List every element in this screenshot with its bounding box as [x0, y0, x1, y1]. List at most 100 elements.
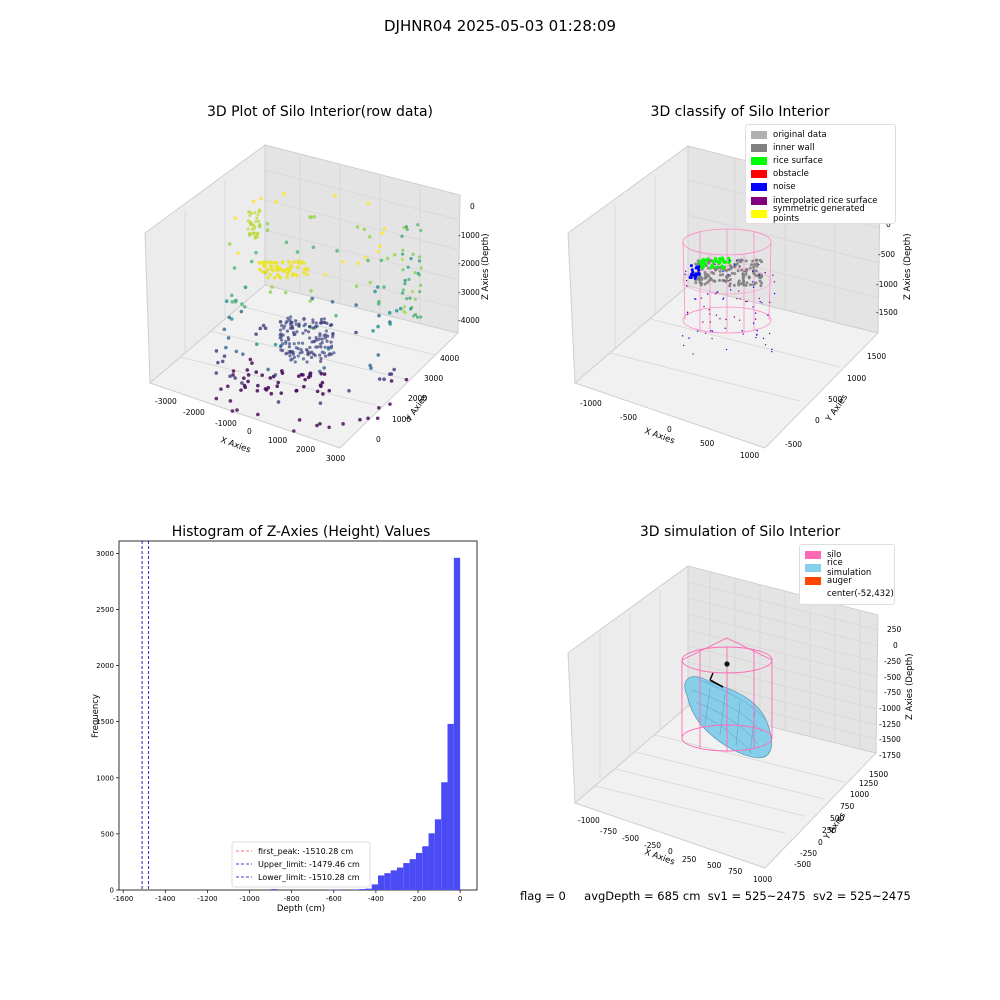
data-point: [248, 221, 252, 225]
data-point: [228, 374, 232, 379]
data-point: [323, 272, 327, 277]
data-point: [401, 248, 405, 252]
wall-point: [733, 272, 737, 276]
noise-point: [702, 321, 704, 323]
data-point: [404, 225, 409, 229]
data-point: [279, 348, 283, 352]
data-point: [230, 300, 235, 304]
wall-point: [754, 274, 758, 278]
data-point: [279, 344, 283, 349]
wall-point: [755, 262, 759, 266]
data-point: [286, 259, 291, 264]
data-point: [308, 371, 313, 375]
rice-point: [721, 266, 725, 270]
data-point: [240, 381, 244, 385]
data-point: [302, 324, 306, 328]
data-point: [265, 268, 270, 272]
noise-point: [746, 300, 748, 303]
data-point: [278, 328, 283, 332]
data-point: [284, 339, 288, 344]
sim-ztick: 0: [893, 641, 898, 650]
legend-label: original data: [773, 129, 827, 140]
data-point: [241, 352, 245, 356]
data-point: [400, 252, 405, 256]
data-point: [417, 259, 422, 263]
data-point: [401, 268, 405, 272]
noise-point: [700, 297, 703, 299]
data-point: [385, 256, 390, 261]
data-point: [314, 338, 319, 342]
sim-ytick: 1500: [869, 770, 888, 779]
noise-point: [771, 350, 773, 353]
data-point: [366, 416, 370, 421]
data-point: [231, 373, 235, 377]
data-point: [316, 345, 320, 349]
data-point: [284, 240, 289, 245]
data-point: [408, 307, 413, 311]
wall-point: [737, 279, 741, 283]
noise-point: [764, 344, 767, 346]
data-point: [388, 322, 392, 326]
data-point: [405, 227, 409, 232]
data-point: [418, 255, 422, 259]
data-point: [214, 349, 219, 353]
data-point: [376, 324, 380, 329]
histogram-bar: [453, 557, 461, 890]
data-point: [303, 377, 307, 382]
data-point: [355, 225, 360, 229]
data-point: [308, 324, 312, 329]
noise-point: [707, 293, 709, 295]
wall-point: [738, 265, 742, 269]
legend-item-silo: silo: [805, 548, 889, 561]
sim-ytick: 0: [818, 838, 823, 847]
data-point: [301, 357, 306, 361]
noise-point: [694, 266, 698, 270]
noise-point: [696, 330, 699, 332]
wall-point: [707, 279, 711, 283]
raw-3d-axes: -3000 -2000 -1000 0 1000 2000 3000 0 100…: [144, 144, 491, 463]
noise-point: [727, 280, 730, 282]
rice-point: [711, 259, 715, 264]
noise-point: [754, 312, 757, 314]
data-point: [263, 326, 268, 331]
data-point: [403, 282, 407, 286]
data-point: [214, 396, 219, 401]
data-point: [366, 201, 370, 206]
data-point: [304, 347, 309, 352]
data-point: [274, 267, 279, 272]
data-point: [320, 380, 325, 385]
data-point: [263, 387, 268, 391]
data-point: [280, 371, 285, 375]
raw-3d-panel: 3D Plot of Silo Interior(row data) -3000…: [140, 100, 500, 470]
data-point: [231, 369, 236, 373]
noise-point: [723, 279, 725, 281]
data-point: [302, 317, 306, 321]
data-point: [288, 326, 293, 330]
data-point: [255, 342, 259, 347]
rice-point: [715, 259, 719, 264]
raw-xtick: 2000: [296, 445, 315, 454]
data-point: [263, 264, 268, 268]
legend-item-obstacle: obstacle: [751, 168, 890, 181]
data-point: [354, 303, 358, 307]
sim-ztick: 250: [887, 625, 902, 634]
data-point: [329, 340, 333, 344]
sim-ztick: -1750: [879, 751, 901, 760]
data-point: [377, 377, 382, 381]
sim-xtick: -500: [622, 834, 639, 843]
raw-xtick: 0: [247, 427, 252, 436]
x-tick-label: -1600: [113, 895, 133, 903]
histogram-bar: [447, 723, 454, 890]
data-point: [278, 336, 282, 340]
data-point: [327, 353, 331, 357]
rice-point: [699, 260, 703, 265]
x-tick-label: 0: [458, 895, 462, 903]
data-point: [332, 351, 336, 355]
data-point: [402, 225, 406, 230]
data-point: [240, 302, 244, 306]
data-point: [278, 320, 283, 324]
data-point: [306, 330, 311, 334]
legend-swatch: [805, 590, 821, 598]
wall-point: [707, 266, 711, 270]
data-point: [256, 231, 260, 235]
